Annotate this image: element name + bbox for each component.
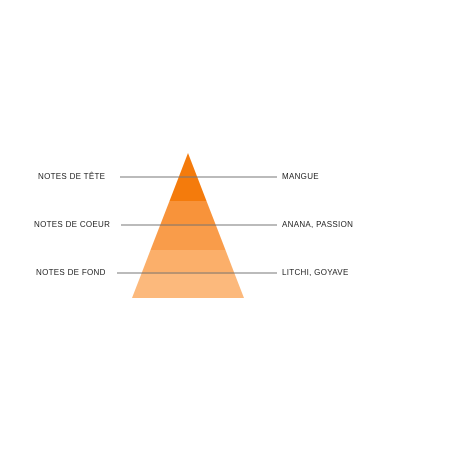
band-heart-2 (150, 226, 226, 250)
level-label: NOTES DE COEUR (34, 220, 110, 229)
band-base-2 (132, 274, 244, 298)
band-base-1 (141, 250, 235, 274)
level-notes: ANANA, PASSION (282, 220, 353, 229)
band-heart-1 (159, 201, 217, 226)
level-label: NOTES DE TÊTE (38, 172, 105, 181)
level-notes: MANGUE (282, 172, 319, 181)
level-label: NOTES DE FOND (36, 268, 106, 277)
level-notes: LITCHI, GOYAVE (282, 268, 349, 277)
